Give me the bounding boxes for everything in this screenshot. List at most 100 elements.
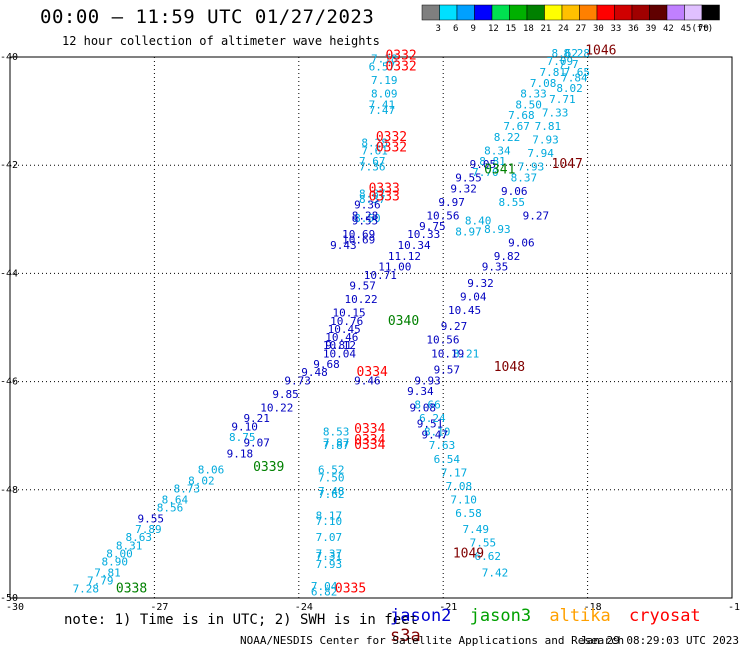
y-tick-label: -42 [0,160,18,171]
x-tick-label: -15 [728,602,740,613]
note-text: note: 1) Time is in UTC; 2) SWH is in fe… [64,612,419,628]
wave-height-label: 8.00 [106,547,132,560]
time-marker: 1046 [585,43,616,58]
wave-height-label: 6.57 [369,61,396,74]
wave-height-label: 8.62 [552,47,579,60]
time-marker: 0338 [116,582,147,597]
colorbar-swatch [631,4,650,21]
colorbar-swatch [701,4,720,21]
wave-height-label: 9.08 [410,401,437,414]
wave-height-label: 10.22 [260,401,293,414]
wave-height-label: 7.36 [359,161,386,174]
colorbar-swatch [666,4,685,21]
wave-height-label: 8.22 [494,131,521,144]
wave-height-label: 7.81 [535,120,562,133]
time-marker: 0332 [376,141,407,156]
wave-height-label: 6.82 [311,585,338,598]
wave-height-label: 7.55 [470,537,497,550]
colorbar-label: 42 [663,24,674,34]
wave-height-label: 9.21 [243,412,269,425]
wave-height-label: 7.65 [564,66,591,79]
colorbar-label: 24 [558,24,569,34]
wave-height-label: 7.09 [547,55,574,68]
colorbar-label: 39 [646,24,657,34]
wave-height-label: 10.45 [328,323,361,336]
wave-height-label: 7.61 [361,144,388,157]
wave-height-label: 8.97 [455,226,482,239]
wave-height-label: 9.07 [243,437,269,450]
legend-cryosat: cryosat [629,606,701,626]
y-tick-label: -46 [0,377,18,388]
wave-height-label: 10.46 [325,331,358,344]
wave-height-label: 8.73 [174,483,201,496]
colorbar-label: 3 [436,24,441,34]
wave-height-label: 8.37 [511,171,538,184]
footer-credit: NOAA/NESDIS Center for Satellite Applica… [240,634,625,647]
y-tick-label: -44 [0,268,18,279]
colorbar-swatch [684,4,703,21]
wave-height-label: 7.87 [323,437,350,450]
wave-height-label: 8.87 [359,188,386,201]
wave-height-label: 8.56 [157,501,184,514]
satellite-legend: jason2 jason3 altika cryosat s3a [390,606,740,646]
x-tick-label: -30 [6,602,24,613]
wave-height-label: 11.00 [378,261,411,274]
wave-height-label: 9.05 [470,158,497,171]
wave-height-label: 9.68 [313,358,340,371]
wave-height-label: 7.63 [429,439,456,452]
wave-height-label: 8.90 [101,556,128,569]
wave-height-label: 7.08 [446,480,473,493]
wave-height-label: 7.42 [482,566,509,579]
time-marker: 0341 [484,162,515,177]
colorbar-swatch [544,4,563,21]
time-marker: 0332 [376,130,407,145]
time-marker: 0334 [354,438,385,453]
colorbar-label: 12 [488,24,499,34]
wave-height-label: 9.27 [441,320,468,333]
time-marker: 0333 [369,181,400,196]
wave-height-label: 7.67 [359,155,386,168]
wave-height-label: 10.56 [426,334,459,347]
wave-height-label: 7.68 [508,109,535,122]
wave-height-label: 9.55 [138,512,165,525]
wave-height-label: 8.28 [564,47,591,60]
time-marker: 0334 [357,365,388,380]
wave-height-label: 9.04 [460,290,487,303]
wave-height-label: 10.15 [332,307,365,320]
colorbar-swatch [509,4,528,21]
colorbar-swatch [421,4,440,21]
wave-height-label: 9.47 [422,428,449,441]
wave-height-label: 7.31 [316,550,343,563]
colorbar-swatch [579,4,598,21]
time-marker: 0334 [354,422,385,437]
wave-height-label: 9.93 [414,374,441,387]
y-tick-label: -40 [0,52,18,63]
x-tick-label: -18 [584,602,602,613]
wave-height-label: 9.97 [438,196,465,209]
time-marker: 0335 [335,582,366,597]
wave-height-label: 7.93 [316,558,343,571]
wave-height-label: 9.18 [227,447,254,460]
wave-height-label: 8.53 [323,426,350,439]
wave-height-label: 8.28 [361,136,388,149]
wave-height-label: 7.48 [318,485,345,498]
wave-height-label: 10.69 [342,228,375,241]
wave-height-label: 9.46 [354,374,381,387]
wave-height-label: 8.02 [188,474,215,487]
wave-height-label: 9.57 [349,280,376,293]
wave-height-label: 9.06 [501,185,527,198]
wave-height-label: 10.71 [364,269,397,282]
wave-height-label: 6.62 [474,550,501,563]
wave-height-label: 7.37 [316,547,343,560]
wave-height-label: 7.28 [73,583,100,596]
wave-height-label: 7.93 [518,161,545,174]
colorbar-label: 36 [628,24,639,34]
colorbar-swatch [614,4,633,21]
legend-s3a: s3a [390,626,421,646]
wave-height-label: 8.06 [198,464,225,477]
wave-height-label: 10.22 [345,293,378,306]
wave-height-label: 10.45 [448,304,481,317]
colorbar-label: 27 [576,24,587,34]
colorbar-unit: (ft) [692,24,714,34]
colorbar-swatch [439,4,458,21]
